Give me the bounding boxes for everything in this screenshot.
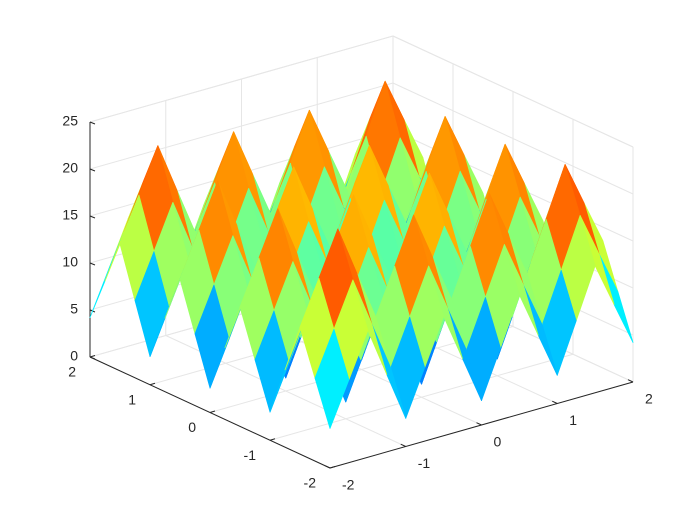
x-tick-label: -1 [418, 455, 431, 471]
box-edge [89, 35, 394, 123]
z-tick-label: 0 [70, 348, 78, 364]
tick-mark [89, 168, 96, 172]
grid-line [269, 353, 574, 441]
tick-mark [269, 438, 276, 441]
tick-mark [324, 465, 331, 469]
y-tick-label: -2 [304, 475, 317, 491]
x-tick-label: 1 [569, 412, 577, 428]
tick-mark [627, 379, 634, 383]
tick-mark [552, 400, 558, 404]
z-tick-label: 10 [62, 254, 78, 270]
tick-mark [89, 355, 96, 358]
tick-mark [476, 422, 482, 426]
tick-mark [89, 356, 96, 360]
z-tick-label: 15 [62, 207, 78, 223]
y-tick-label: 0 [188, 419, 196, 435]
y-tick-label: 1 [128, 391, 136, 407]
tick-mark [89, 215, 96, 219]
tick-mark [209, 410, 216, 413]
y-tick-label: -1 [244, 447, 257, 463]
grid-line [392, 82, 634, 195]
tick-mark [329, 466, 336, 469]
x-tick-label: 0 [494, 434, 502, 450]
grid-line [89, 82, 394, 170]
tick-mark [89, 121, 96, 125]
tick-mark [89, 262, 96, 266]
x-tick-label: -2 [342, 477, 355, 493]
z-tick-label: 20 [62, 160, 78, 176]
z-tick-label: 5 [70, 301, 78, 317]
tick-mark [400, 443, 406, 447]
z-tick-label: 25 [62, 113, 78, 129]
box-edge [392, 35, 634, 148]
x-tick-label: 2 [645, 391, 653, 407]
tick-mark [149, 382, 156, 386]
surface-patch [598, 253, 634, 343]
y-tick-label: 2 [68, 364, 76, 380]
surface-patch [314, 328, 350, 429]
